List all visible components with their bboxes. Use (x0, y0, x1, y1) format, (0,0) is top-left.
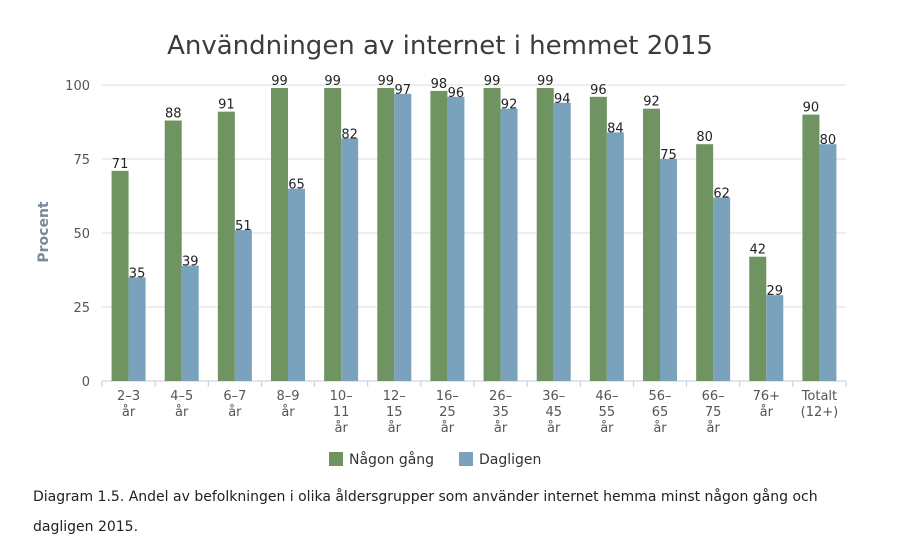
data-label: 75 (660, 148, 677, 163)
data-label: 92 (501, 98, 518, 113)
bar-nagon-gang (536, 87, 554, 382)
bar-nagon-gang (111, 170, 129, 381)
bar-dagligen (660, 159, 677, 381)
bar-dagligen (181, 265, 199, 381)
data-label: 80 (820, 133, 837, 148)
bar-dagligen (500, 108, 518, 382)
figure-caption: Diagram 1.5. Andel av befolkningen i oli… (33, 489, 818, 535)
bar-dagligen (606, 132, 624, 381)
x-category-label: 6–7 år (223, 389, 246, 420)
bars (111, 87, 837, 382)
legend-swatch (459, 452, 473, 466)
bar-dagligen (288, 188, 305, 381)
data-label: 92 (643, 95, 660, 110)
x-category-label: 56– 65 år (648, 389, 671, 436)
bar-dagligen (447, 96, 465, 381)
y-tick-label: 75 (73, 153, 90, 168)
data-label: 99 (537, 74, 554, 89)
data-label: 39 (182, 255, 199, 270)
y-tick-label: 0 (82, 375, 90, 390)
data-label: 84 (607, 121, 624, 136)
data-label: 29 (767, 284, 784, 299)
x-category-label: 66– 75 år (702, 389, 725, 436)
x-category-label: 16– 25 år (436, 389, 459, 436)
bar-dagligen (341, 138, 359, 381)
x-category-label: 2–3 år (117, 389, 140, 420)
data-label: 96 (448, 86, 465, 101)
x-category-label: 12– 15 år (383, 389, 406, 436)
x-category-label: 10– 11 år (330, 389, 353, 436)
bar-dagligen (234, 230, 252, 381)
data-label: 99 (271, 74, 288, 89)
bar-nagon-gang (589, 96, 607, 381)
x-category-label: 26– 35 år (489, 389, 512, 436)
data-label: 71 (112, 157, 129, 172)
bar-nagon-gang (483, 87, 501, 382)
bar-dagligen (394, 93, 412, 381)
bar-chart: Användningen av internet i hemmet 2015 P… (36, 31, 847, 468)
bar-nagon-gang (164, 120, 182, 382)
data-label: 90 (803, 101, 820, 116)
legend-swatch (329, 452, 343, 466)
bar-dagligen (713, 197, 731, 381)
bar-dagligen (128, 277, 146, 381)
x-category-label: Totalt (12+) (801, 389, 839, 420)
data-label: 62 (713, 186, 730, 201)
data-label: 51 (235, 219, 252, 234)
y-axis-ticks: 0 25 50 75 100 (65, 79, 90, 390)
data-label: 91 (218, 98, 235, 113)
bar-nagon-gang (430, 90, 448, 382)
x-category-label: 46– 55 år (595, 389, 618, 436)
data-labels: 71 88 91 99 99 99 98 99 99 96 92 80 42 90 35 39 51 65 82 97… (112, 74, 836, 299)
bar-nagon-gang (217, 111, 235, 381)
y-tick-label: 50 (73, 227, 90, 242)
bar-nagon-gang (324, 87, 342, 382)
data-label: 94 (554, 92, 571, 107)
data-label: 99 (324, 74, 341, 89)
bar-nagon-gang (749, 256, 767, 381)
y-axis-label: Procent (36, 201, 52, 263)
bar-nagon-gang (696, 144, 714, 381)
data-label: 99 (484, 74, 501, 89)
legend: Någon gång Dagligen (329, 451, 541, 468)
data-label: 80 (696, 130, 713, 145)
chart-title: Användningen av internet i hemmet 2015 (167, 31, 713, 61)
data-label: 96 (590, 83, 607, 98)
y-tick-label: 100 (65, 79, 90, 94)
x-axis-categories: 2–3 år 4–5 år 6–7 år 8–9 år 10– 11 år 12– 15 år 16– 25 å… (101, 381, 847, 436)
bar-nagon-gang (377, 87, 395, 382)
bar-nagon-gang (271, 87, 288, 382)
data-label: 98 (431, 77, 448, 92)
x-category-label: 8–9 år (276, 389, 299, 420)
legend-label: Någon gång (349, 451, 434, 468)
data-label: 35 (129, 266, 146, 281)
legend-label: Dagligen (479, 452, 541, 468)
data-label: 88 (165, 107, 182, 122)
bar-nagon-gang (802, 114, 820, 381)
data-label: 99 (378, 74, 395, 89)
bar-dagligen (766, 295, 784, 381)
bar-nagon-gang (643, 108, 660, 382)
data-label: 97 (395, 83, 412, 98)
y-tick-label: 25 (73, 301, 90, 316)
data-label: 82 (341, 127, 358, 142)
gridlines (102, 84, 846, 382)
x-category-label: 76+ år (753, 389, 780, 420)
x-category-label: 36– 45 år (542, 389, 565, 436)
data-label: 65 (288, 178, 305, 193)
data-label: 42 (750, 243, 767, 258)
bar-dagligen (553, 102, 571, 381)
x-category-label: 4–5 år (170, 389, 193, 420)
bar-dagligen (819, 144, 837, 381)
